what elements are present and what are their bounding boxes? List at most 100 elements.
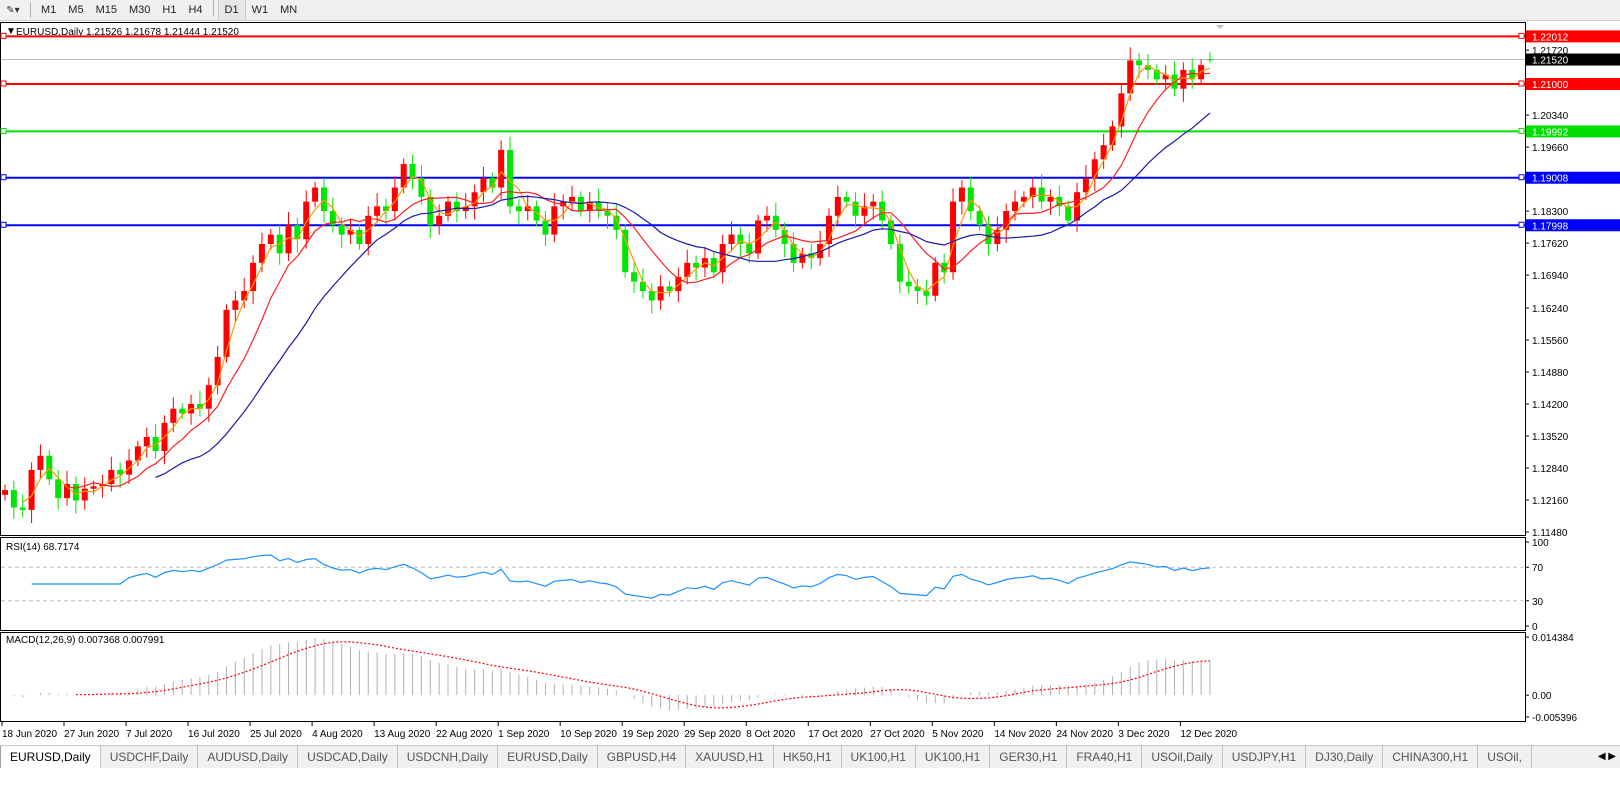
timeframe-w1[interactable]: W1 [251,4,269,16]
level-anchor-handle[interactable] [1518,221,1525,228]
chart-tab[interactable]: USOil,Daily [1142,746,1223,769]
price-axis-label: 1.14880 [1532,368,1569,379]
timeframe-m30[interactable]: M30 [128,4,151,16]
macd-axis-label: -0.005396 [1532,713,1577,724]
chart-tab[interactable]: GER30,H1 [990,746,1068,769]
candle-body [1136,60,1143,66]
candle-body [870,201,877,207]
price-axis-label: 1.18300 [1532,207,1569,218]
candle-body [1038,187,1045,202]
candle-body [808,253,815,259]
chart-tab[interactable]: EURUSD,Daily [0,746,101,769]
rsi-axis-label: 30 [1532,597,1544,608]
ma-mid-line [66,72,1211,489]
candle-body [294,225,301,240]
drawing-tools-icon[interactable]: ✎▾ [6,4,20,16]
candle-body [763,215,770,221]
timeframe-h4[interactable]: H4 [188,4,203,16]
ma-slow-line [155,112,1211,478]
date-axis-label: 3 Dec 2020 [1118,729,1170,740]
timeframe-mn[interactable]: MN [280,4,298,16]
rsi-axis-label: 0 [1532,622,1538,633]
macd-signal-line [75,641,1211,709]
candle-body [994,229,1001,244]
chart-tab[interactable]: UK100,H1 [842,746,916,769]
candle-body [843,196,850,202]
level-price-badge [1526,219,1620,232]
chart-header: EURUSD,Daily 1.21526 1.21678 1.21444 1.2… [16,27,239,38]
date-axis-label: 27 Jun 2020 [64,729,119,740]
level-anchor-handle[interactable] [1518,174,1525,181]
timeframe-m5[interactable]: M5 [68,4,84,16]
timeframe-m1[interactable]: M1 [41,4,57,16]
chart-tabs: EURUSD,Daily USDCHF,Daily AUDUSD,Daily USDC… [0,745,1620,769]
level-anchor-handle[interactable] [0,80,7,87]
candle-body [586,201,593,212]
candle-body [391,187,398,212]
price-axis-label: 1.13520 [1532,432,1569,443]
candle-body [223,309,230,357]
chart-tab[interactable]: USDCNH,Daily [398,746,499,769]
chart-tab[interactable]: HK50,H1 [774,746,842,769]
date-axis-label: 13 Aug 2020 [374,729,431,740]
level-anchor-handle[interactable] [0,221,7,228]
candle-body [409,164,416,179]
level-anchor-handle[interactable] [0,32,7,39]
chart-tab[interactable]: FRA40,H1 [1067,746,1143,769]
candle-body [250,262,257,292]
candle-body [445,201,451,216]
chart-tab[interactable]: UK100,H1 [916,746,991,769]
macd-panel [0,632,1526,722]
chart-tab[interactable]: USDJPY,H1 [1223,746,1307,769]
chart-window[interactable]: ▼ EURUSD,Daily 1.21526 1.21678 1.21444 1.… [0,21,1620,745]
candle-body [117,469,124,475]
level-anchor-handle[interactable] [1518,32,1525,39]
date-axis-label: 29 Sep 2020 [684,729,741,740]
candle-body [772,215,779,230]
chart-tab[interactable]: AUDUSD,Daily [198,746,299,769]
ma-fast-line [22,64,1211,503]
price-axis-label: 1.16240 [1532,304,1569,315]
candle-body [834,196,841,216]
candle-body [728,234,735,244]
level-anchor-handle[interactable] [1518,80,1525,87]
level-anchor-handle[interactable] [0,174,7,181]
candle-body [648,291,655,301]
chart-tab[interactable]: XAUUSD,H1 [686,746,774,769]
candle-body [879,201,886,221]
timeframe-h1[interactable]: H1 [162,4,177,16]
candle-body [1012,201,1019,212]
candle-body [542,220,549,235]
candle-body [666,286,673,292]
tab-scroll-arrows-icon[interactable]: ◀ ▶ [1597,751,1616,762]
chart-tab[interactable]: CHINA300,H1 [1383,746,1479,769]
timeframe-list: M1 M5 M15 M30 H1 H4 D1 W1 MN [35,0,303,20]
chart-tab[interactable]: USDCHF,Daily [101,746,199,769]
level-anchor-handle[interactable] [1518,127,1525,134]
timeframe-d1[interactable]: D1 [217,0,246,20]
candle-body [55,479,62,499]
candle-body [312,187,319,202]
chart-tab[interactable]: GBPUSD,H4 [598,746,687,769]
chart-tab[interactable]: EURUSD,Daily [498,746,598,769]
rsi-line [31,554,1211,599]
timeframe-m15[interactable]: M15 [95,4,117,16]
candle-body [524,206,531,212]
level-anchor-handle[interactable] [0,127,7,134]
candle-body [258,244,265,263]
candle-body [400,164,407,188]
candle-body [861,206,868,216]
macd-axis-label: 0.014384 [1532,633,1574,644]
candle-body [1118,93,1125,127]
chart-tab[interactable]: USDCAD,Daily [298,746,398,769]
candle-body [1153,69,1160,80]
level-price-label: 1.21000 [1532,80,1569,91]
candle-body [347,229,354,235]
price-axis-label: 1.14200 [1532,400,1569,411]
date-axis-label: 22 Aug 2020 [436,729,493,740]
date-axis-label: 5 Nov 2020 [932,729,984,740]
chart-tab[interactable]: DJ30,Daily [1306,746,1384,769]
chart-tab[interactable]: USOil, [1478,746,1532,769]
level-price-label: 1.19008 [1532,174,1569,185]
candle-body [241,291,248,301]
